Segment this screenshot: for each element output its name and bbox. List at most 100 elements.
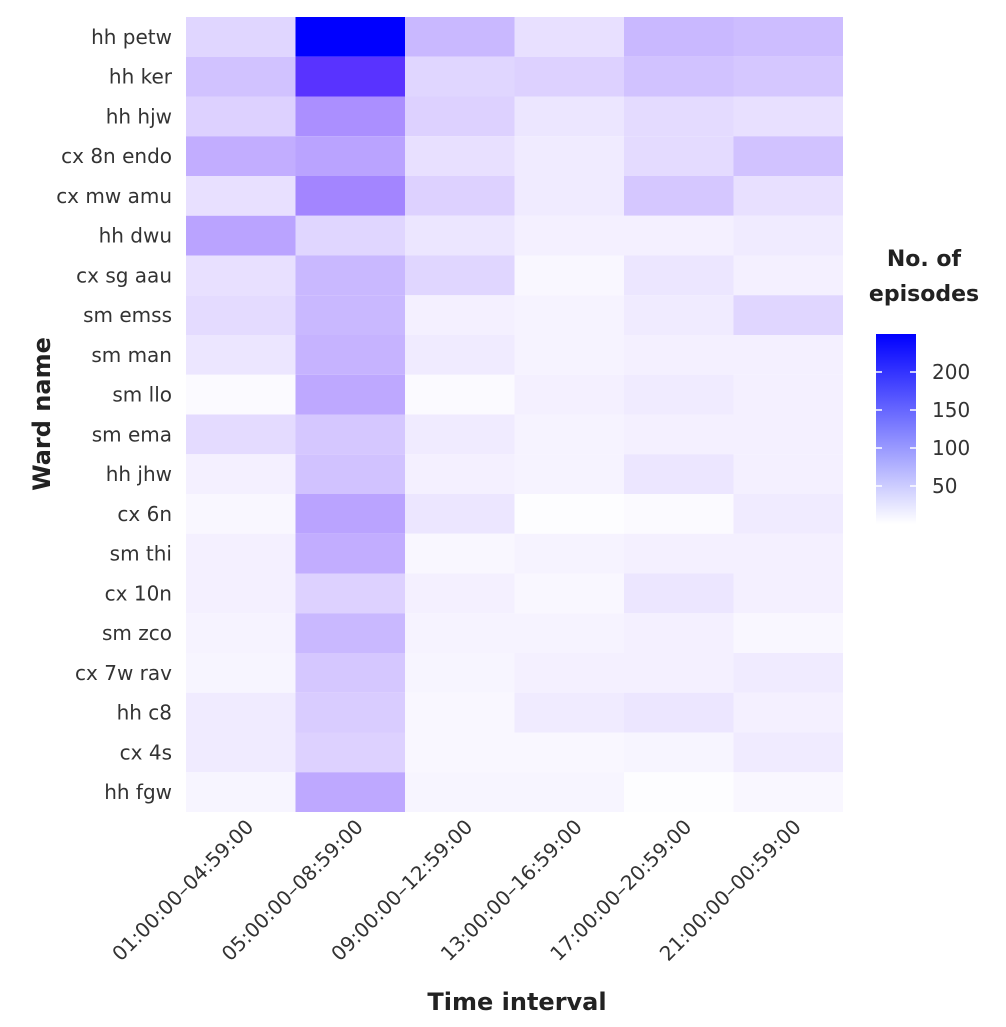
heatmap-cell	[405, 494, 515, 534]
heatmap-cell	[186, 533, 296, 574]
heatmap-cell	[733, 176, 843, 216]
heatmap-cell	[405, 533, 515, 574]
heatmap-cells	[186, 17, 843, 812]
y-tick-label: sm ema	[92, 422, 172, 446]
heatmap-cell	[295, 176, 405, 216]
heatmap-cell	[733, 136, 843, 176]
legend-color-bar	[876, 334, 916, 524]
y-tick-label: sm zco	[102, 621, 172, 645]
heatmap-cell	[514, 454, 624, 494]
heatmap-cell	[514, 215, 624, 256]
heatmap-cell	[733, 295, 843, 335]
heatmap-cell	[405, 176, 515, 216]
heatmap-cell	[295, 613, 405, 653]
x-tick-labels: 01:00:00–04:59:0005:00:00–08:59:0009:00:…	[107, 815, 806, 966]
heatmap-cell	[405, 295, 515, 335]
heatmap-cell	[514, 772, 624, 812]
heatmap-cell	[295, 374, 405, 415]
heatmap-cell	[733, 17, 843, 57]
heatmap-cell	[624, 653, 734, 693]
heatmap-cell	[624, 136, 734, 176]
heatmap-cell	[514, 653, 624, 693]
y-tick-label: cx 4s	[120, 740, 172, 764]
y-tick-label: hh hjw	[106, 104, 172, 128]
y-tick-label: sm man	[91, 343, 172, 367]
heatmap-cell	[186, 136, 296, 176]
heatmap-cell	[295, 255, 405, 296]
heatmap-cell	[186, 653, 296, 693]
y-tick-label: hh fgw	[104, 780, 172, 804]
y-tick-labels: hh petw hh ker hh hjw cx 8n endo cx mw amu hh…	[56, 25, 173, 804]
heatmap-cell	[624, 17, 734, 57]
heatmap-cell	[733, 96, 843, 137]
legend-tick-label: 100	[932, 436, 970, 460]
heatmap-cell	[514, 335, 624, 375]
heatmap-cell	[295, 136, 405, 176]
heatmap-cell	[733, 454, 843, 494]
heatmap-cell	[624, 374, 734, 415]
heatmap-cell	[733, 255, 843, 296]
heatmap-cell	[186, 414, 296, 455]
heatmap-cell	[624, 533, 734, 574]
heatmap-cell	[514, 136, 624, 176]
heatmap-cell	[295, 295, 405, 335]
y-tick-label: hh ker	[109, 65, 173, 89]
y-tick-label: hh dwu	[99, 224, 172, 248]
heatmap-cell	[295, 573, 405, 614]
heatmap-cell	[405, 374, 515, 415]
heatmap-cell	[624, 96, 734, 137]
heatmap-cell	[186, 255, 296, 296]
heatmap-cell	[733, 494, 843, 534]
heatmap-cell	[295, 533, 405, 574]
heatmap-cell	[624, 692, 734, 733]
heatmap-cell	[514, 613, 624, 653]
heatmap-cell	[405, 772, 515, 812]
heatmap-cell	[514, 533, 624, 574]
heatmap-cell	[405, 454, 515, 494]
heatmap-cell	[514, 692, 624, 733]
heatmap-cell	[186, 56, 296, 97]
heatmap-cell	[514, 17, 624, 57]
heatmap-cell	[186, 613, 296, 653]
heatmap-cell	[733, 56, 843, 97]
heatmap-cell	[733, 653, 843, 693]
heatmap-cell	[405, 414, 515, 455]
y-tick-label: hh petw	[91, 25, 172, 49]
legend-title-line-2: episodes	[869, 282, 979, 307]
heatmap-cell	[295, 96, 405, 137]
heatmap-cell	[295, 215, 405, 256]
heatmap-cell	[405, 215, 515, 256]
heatmap-cell	[186, 215, 296, 256]
heatmap-cell	[733, 692, 843, 733]
heatmap-cell	[295, 335, 405, 375]
heatmap-cell	[405, 573, 515, 614]
heatmap-cell	[514, 56, 624, 97]
heatmap-cell	[295, 772, 405, 812]
heatmap-cell	[405, 653, 515, 693]
heatmap-cell	[405, 136, 515, 176]
heatmap-cell	[186, 176, 296, 216]
heatmap-cell	[295, 692, 405, 733]
heatmap-cell	[733, 414, 843, 455]
heatmap-cell	[733, 374, 843, 415]
legend-tick-label: 50	[932, 474, 957, 498]
y-tick-label: cx 6n	[117, 502, 172, 526]
heatmap-cell	[186, 374, 296, 415]
heatmap-cell	[295, 56, 405, 97]
heatmap-cell	[733, 573, 843, 614]
heatmap-cell	[514, 96, 624, 137]
legend-tick-label: 200	[932, 360, 970, 384]
heatmap-cell	[624, 573, 734, 614]
heatmap-cell	[295, 414, 405, 455]
heatmap-cell	[624, 295, 734, 335]
heatmap-cell	[514, 176, 624, 216]
heatmap-cell	[624, 56, 734, 97]
heatmap-cell	[405, 96, 515, 137]
heatmap-cell	[733, 613, 843, 653]
heatmap-cell	[733, 772, 843, 812]
heatmap-cell	[514, 732, 624, 773]
heatmap-cell	[624, 215, 734, 256]
heatmap-cell	[186, 96, 296, 137]
